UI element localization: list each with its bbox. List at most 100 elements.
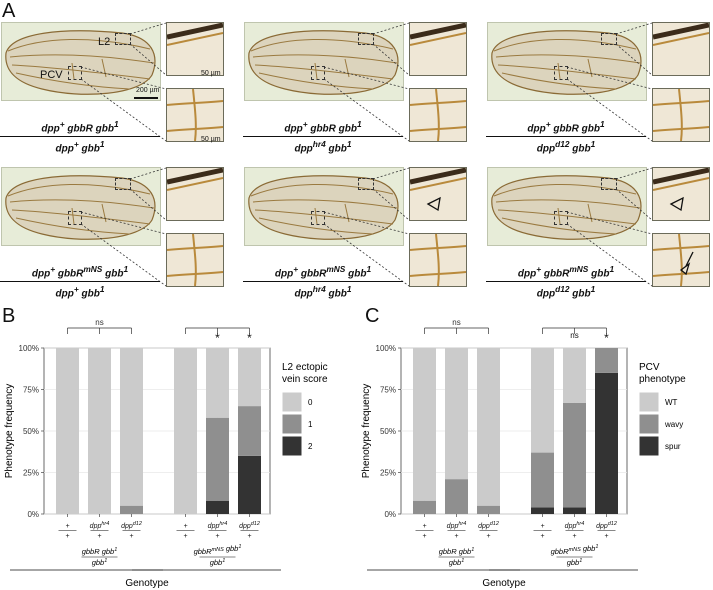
label-l2: L2 <box>98 36 111 48</box>
x-tick-label-denominator: + <box>486 533 490 540</box>
zoom-box-l2 <box>358 178 374 190</box>
y-tick-label: 100% <box>376 344 396 353</box>
bar-segment <box>445 479 468 514</box>
bar-segment <box>238 348 261 407</box>
bar-segment <box>88 348 111 514</box>
y-tick-label: 25% <box>23 469 39 478</box>
genotype-label: dpp+ gbbR gbb1 dppd12 gbb1 <box>486 118 646 156</box>
x-tick-label-denominator: + <box>215 533 219 540</box>
legend-title: L2 ectopic <box>282 362 328 373</box>
x-tick-label-denominator: + <box>183 533 187 540</box>
genotype-numerator: dpp+ gbbRmNS gbb1 <box>243 263 403 283</box>
x-tick-label-denominator: + <box>129 533 133 540</box>
connector-lines <box>323 167 410 287</box>
bar-segment <box>206 500 229 514</box>
label-pcv: PCV <box>40 69 63 81</box>
zoom-box-l2 <box>115 33 131 45</box>
inset-l2 <box>166 22 224 76</box>
inset-l2 <box>409 167 467 221</box>
y-tick-label: 0% <box>27 510 39 519</box>
x-tick-label-denominator: + <box>572 533 576 540</box>
chart-c: 0% 25% 50% 75% 100% + + dpphr4 + dppd12 + + + dpphr4 +… <box>361 318 686 589</box>
x-tick-label-numerator: + <box>540 523 544 530</box>
bar-segment <box>174 348 197 514</box>
inset-l2 <box>166 167 224 221</box>
bar-segment <box>445 348 468 480</box>
wing-image <box>244 167 404 246</box>
genotype-numerator: dpp+ gbbR gbb1 <box>243 118 403 138</box>
inset-pcv <box>409 233 467 287</box>
inset-pcv <box>652 88 710 142</box>
y-tick-label: 100% <box>19 344 39 353</box>
bar-segment <box>595 372 618 514</box>
x-tick-label-numerator: dppd12 <box>121 521 142 530</box>
connector-lines <box>80 167 167 287</box>
legend-label: 2 <box>308 442 313 451</box>
wing-image <box>487 167 647 246</box>
legend-swatch <box>281 391 303 413</box>
y-axis-title: Phenotype frequency <box>4 384 15 479</box>
y-axis-title: Phenotype frequency <box>361 384 372 479</box>
legend-label: 1 <box>308 420 313 429</box>
x-tick-label-numerator: dppd12 <box>478 521 499 530</box>
group-label-numerator: gbbR gbb1 <box>439 547 475 556</box>
zoom-box-l2 <box>601 33 617 45</box>
x-tick-label-denominator: + <box>97 533 101 540</box>
legend-label: WT <box>665 398 678 407</box>
scale-bar-wing-label: 200 µm <box>136 87 160 94</box>
legend-title: PCV <box>639 362 660 373</box>
legend-label: wavy <box>664 420 683 429</box>
x-tick-label-numerator: + <box>65 523 69 530</box>
connector-lines <box>566 22 653 142</box>
bar-segment <box>238 455 261 514</box>
genotype-label: dpp+ gbbR gbb1 dpp+ gbb1 <box>0 118 160 156</box>
group-label-numerator: gbbR gbb1 <box>82 547 118 556</box>
legend-title: vein score <box>282 374 328 385</box>
bar-segment <box>531 507 554 514</box>
legend-label: 0 <box>308 398 313 407</box>
y-tick-label: 75% <box>380 386 396 395</box>
x-tick-label-numerator: dppd12 <box>239 521 260 530</box>
x-tick-label-denominator: + <box>422 533 426 540</box>
scale-bar-inset-label: 50 µm <box>201 70 221 77</box>
bar-segment <box>563 402 586 508</box>
y-tick-label: 0% <box>384 510 396 519</box>
zoom-box-pcv <box>554 211 568 225</box>
genotype-denominator: dppd12 gbb1 <box>536 139 596 155</box>
x-tick-label-denominator: + <box>604 533 608 540</box>
panel-label-a: A <box>2 0 16 22</box>
genotype-numerator: dpp+ gbbRmNS gbb1 <box>486 263 646 283</box>
panel-label-c: C <box>365 305 380 327</box>
legend-swatch <box>281 435 303 457</box>
wing-image <box>1 167 161 246</box>
bar-segment <box>563 507 586 514</box>
bar-segment <box>120 505 143 514</box>
genotype-numerator: dpp+ gbbR gbb1 <box>486 118 646 138</box>
legend-swatch <box>638 413 660 435</box>
zoom-box-l2 <box>601 178 617 190</box>
bar-segment <box>595 348 618 373</box>
sig-label: ns <box>452 318 460 327</box>
zoom-box-pcv <box>68 66 82 80</box>
zoom-box-pcv <box>554 66 568 80</box>
bar-segment <box>206 417 229 501</box>
sig-label: * <box>604 331 609 345</box>
inset-l2 <box>409 22 467 76</box>
scale-bar-wing <box>134 97 158 99</box>
inset-l2 <box>652 167 710 221</box>
legend-title: phenotype <box>639 374 686 385</box>
x-tick-label-numerator: dpphr4 <box>565 521 585 530</box>
bar-segment <box>413 348 436 501</box>
legend-swatch <box>638 435 660 457</box>
group-label-denominator: gbb1 <box>567 558 583 567</box>
y-tick-label: 50% <box>23 427 39 436</box>
x-tick-label-numerator: dpphr4 <box>447 521 467 530</box>
x-tick-label-denominator: + <box>247 533 251 540</box>
zoom-box-pcv <box>311 211 325 225</box>
wing-image <box>244 22 404 101</box>
legend-swatch <box>638 391 660 413</box>
genotype-denominator: dpp+ gbb1 <box>55 139 105 155</box>
genotype-denominator: dpphr4 gbb1 <box>294 284 352 300</box>
inset-l2 <box>652 22 710 76</box>
x-tick-label-numerator: + <box>183 523 187 530</box>
